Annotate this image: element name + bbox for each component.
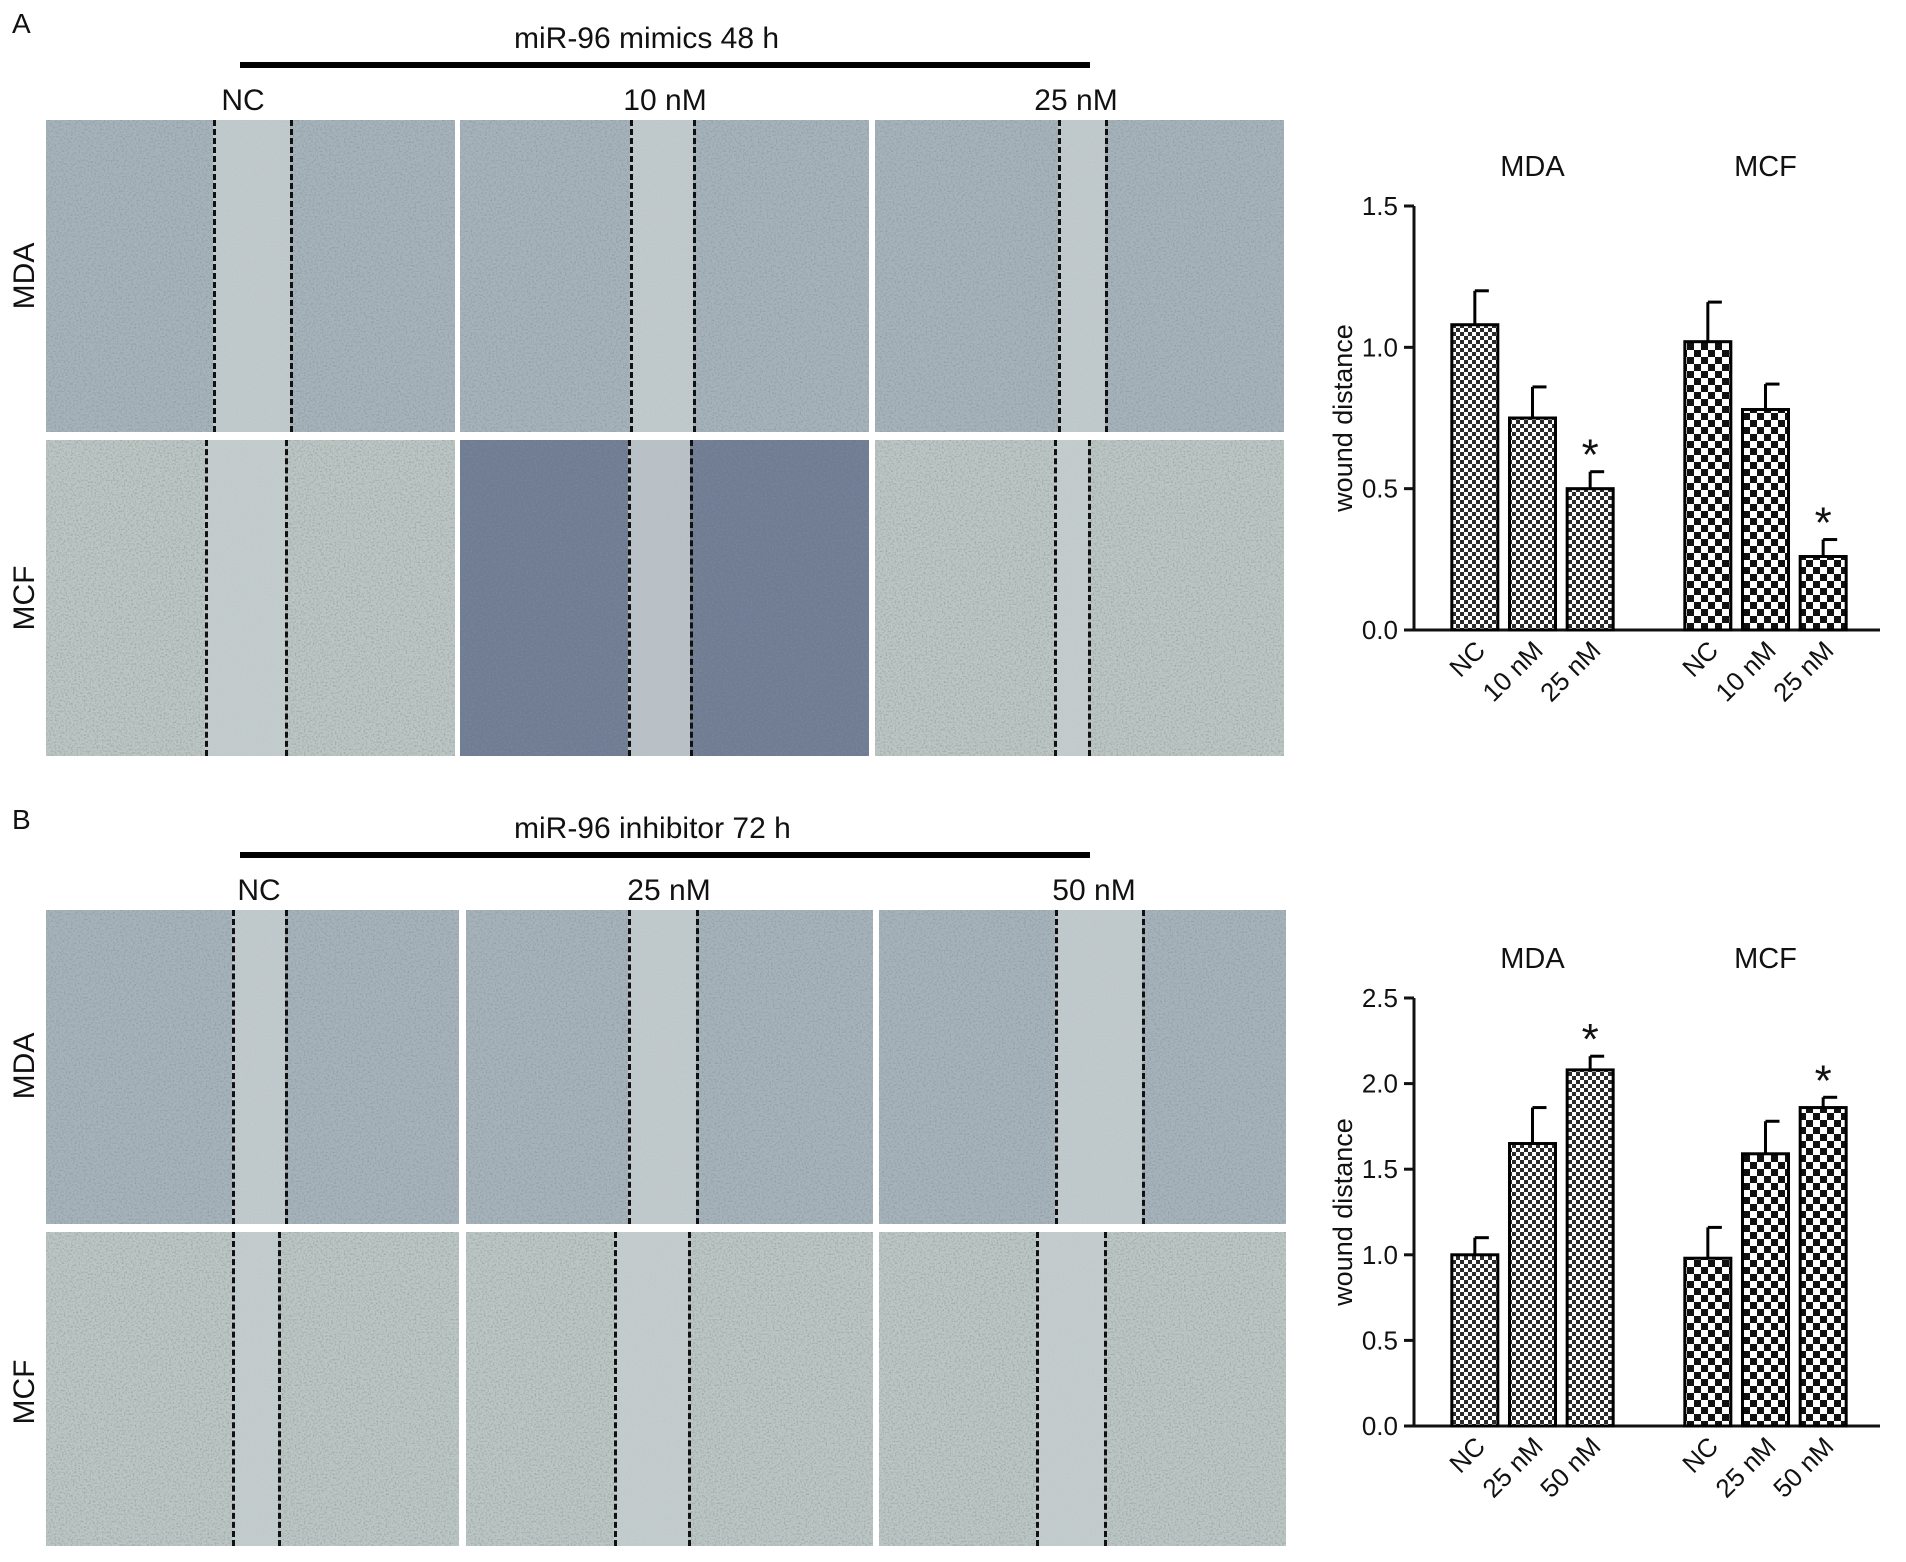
significance-marker: *: [1582, 431, 1599, 480]
wound-edge-left: [628, 910, 631, 1224]
wound-edge-left: [1058, 120, 1061, 432]
bar: [1450, 1253, 1500, 1428]
group-label: MCF: [1734, 151, 1797, 183]
group-label: MDA: [1500, 943, 1565, 975]
x-tick-label: 50 nM: [1534, 1431, 1606, 1503]
wound-edge-left: [205, 440, 208, 756]
wound-edge-right: [1105, 120, 1108, 432]
bar: [1450, 323, 1500, 632]
significance-marker: *: [1815, 1056, 1832, 1105]
wound-edge-left: [1055, 910, 1058, 1224]
wound-edge-right: [696, 910, 699, 1224]
wound-edge-right: [290, 120, 293, 432]
panel-letter-a: A: [12, 8, 31, 39]
wound-edge-left: [1036, 1232, 1039, 1546]
panel-b-condition-bracket: [240, 852, 1090, 858]
bar: [1565, 1068, 1615, 1428]
y-tick-label: 2.5: [1362, 983, 1398, 1013]
wound-edge-right: [1142, 910, 1145, 1224]
wound-edge-left: [630, 120, 633, 432]
micrograph-b-mda-25nm: [466, 910, 873, 1224]
wound-edge-left: [614, 1232, 617, 1546]
micrograph-a-mda-25nm: [875, 120, 1284, 432]
y-axis-label: wound distance: [1328, 324, 1358, 513]
panel-a-condition-title: miR-96 mimics 48 h: [514, 22, 780, 55]
micrograph-b-mda-50nm: [879, 910, 1286, 1224]
wound-edge-right: [693, 120, 696, 432]
bar: [1741, 1152, 1790, 1428]
micrograph-a-mcf-nc: [46, 440, 455, 756]
panel-b-condition-title: miR-96 inhibitor 72 h: [514, 812, 791, 845]
y-tick-label: 1.5: [1362, 191, 1398, 221]
bar: [1741, 408, 1790, 632]
bar: [1683, 340, 1733, 632]
wound-edge-right: [688, 1232, 691, 1546]
y-tick-label: 0.5: [1362, 474, 1398, 504]
micrograph-a-mda-nc: [46, 120, 455, 432]
x-tick-label: 50 nM: [1767, 1431, 1839, 1503]
wound-edge-right: [690, 440, 693, 756]
panel-a-condition-bracket: [240, 62, 1090, 68]
x-tick-label: 25 nM: [1476, 1431, 1548, 1503]
y-tick-label: 2.0: [1362, 1069, 1398, 1099]
bar: [1508, 416, 1557, 632]
y-tick-label: 1.5: [1362, 1154, 1398, 1184]
panel-b-column-label-nc: NC: [237, 874, 281, 907]
micrograph-a-mda-10nm: [460, 120, 869, 432]
bar: [1798, 555, 1848, 632]
micrograph-a-mcf-10nm: [460, 440, 869, 756]
y-tick-label: 0.0: [1362, 615, 1398, 645]
micrograph-b-mcf-25nm: [466, 1232, 873, 1546]
bar: [1508, 1142, 1557, 1428]
x-tick-label: NC: [1443, 1431, 1491, 1479]
wound-edge-left: [213, 120, 216, 432]
wound-edge-left: [232, 910, 235, 1224]
micrograph-b-mcf-50nm: [879, 1232, 1286, 1546]
panel-a-column-label-25nm: 25 nM: [1034, 84, 1118, 117]
significance-marker: *: [1582, 1015, 1599, 1064]
bar: [1798, 1106, 1848, 1428]
y-tick-label: 1.0: [1362, 332, 1398, 362]
group-label: MDA: [1500, 151, 1565, 183]
micrograph-b-mda-nc: [46, 910, 459, 1224]
x-tick-label: NC: [1676, 1431, 1724, 1479]
panel-a-column-label-nc: NC: [221, 84, 265, 117]
wound-edge-right: [285, 910, 288, 1224]
bar: [1565, 487, 1615, 632]
y-axis-label: wound distance: [1328, 1118, 1358, 1307]
x-tick-label: 25 nM: [1709, 1431, 1781, 1503]
y-tick-label: 1.0: [1362, 1240, 1398, 1270]
wound-edge-left: [628, 440, 631, 756]
wound-edge-left: [1054, 440, 1057, 756]
panel-b-column-label-50nm: 50 nM: [1052, 874, 1136, 907]
micrograph-a-mcf-25nm: [875, 440, 1284, 756]
panel-b-column-label-25nm: 25 nM: [627, 874, 711, 907]
wound-edge-right: [278, 1232, 281, 1546]
wound-edge-right: [285, 440, 288, 756]
significance-marker: *: [1815, 499, 1832, 548]
group-label: MCF: [1734, 943, 1797, 975]
wound-edge-left: [232, 1232, 235, 1546]
wound-edge-right: [1088, 440, 1091, 756]
y-tick-label: 0.5: [1362, 1325, 1398, 1355]
bar: [1683, 1256, 1733, 1428]
micrograph-b-mcf-nc: [46, 1232, 459, 1546]
y-tick-label: 0.0: [1362, 1411, 1398, 1441]
wound-edge-right: [1104, 1232, 1107, 1546]
panel-letter-b: B: [12, 804, 31, 835]
panel-a-column-label-10nm: 10 nM: [623, 84, 707, 117]
